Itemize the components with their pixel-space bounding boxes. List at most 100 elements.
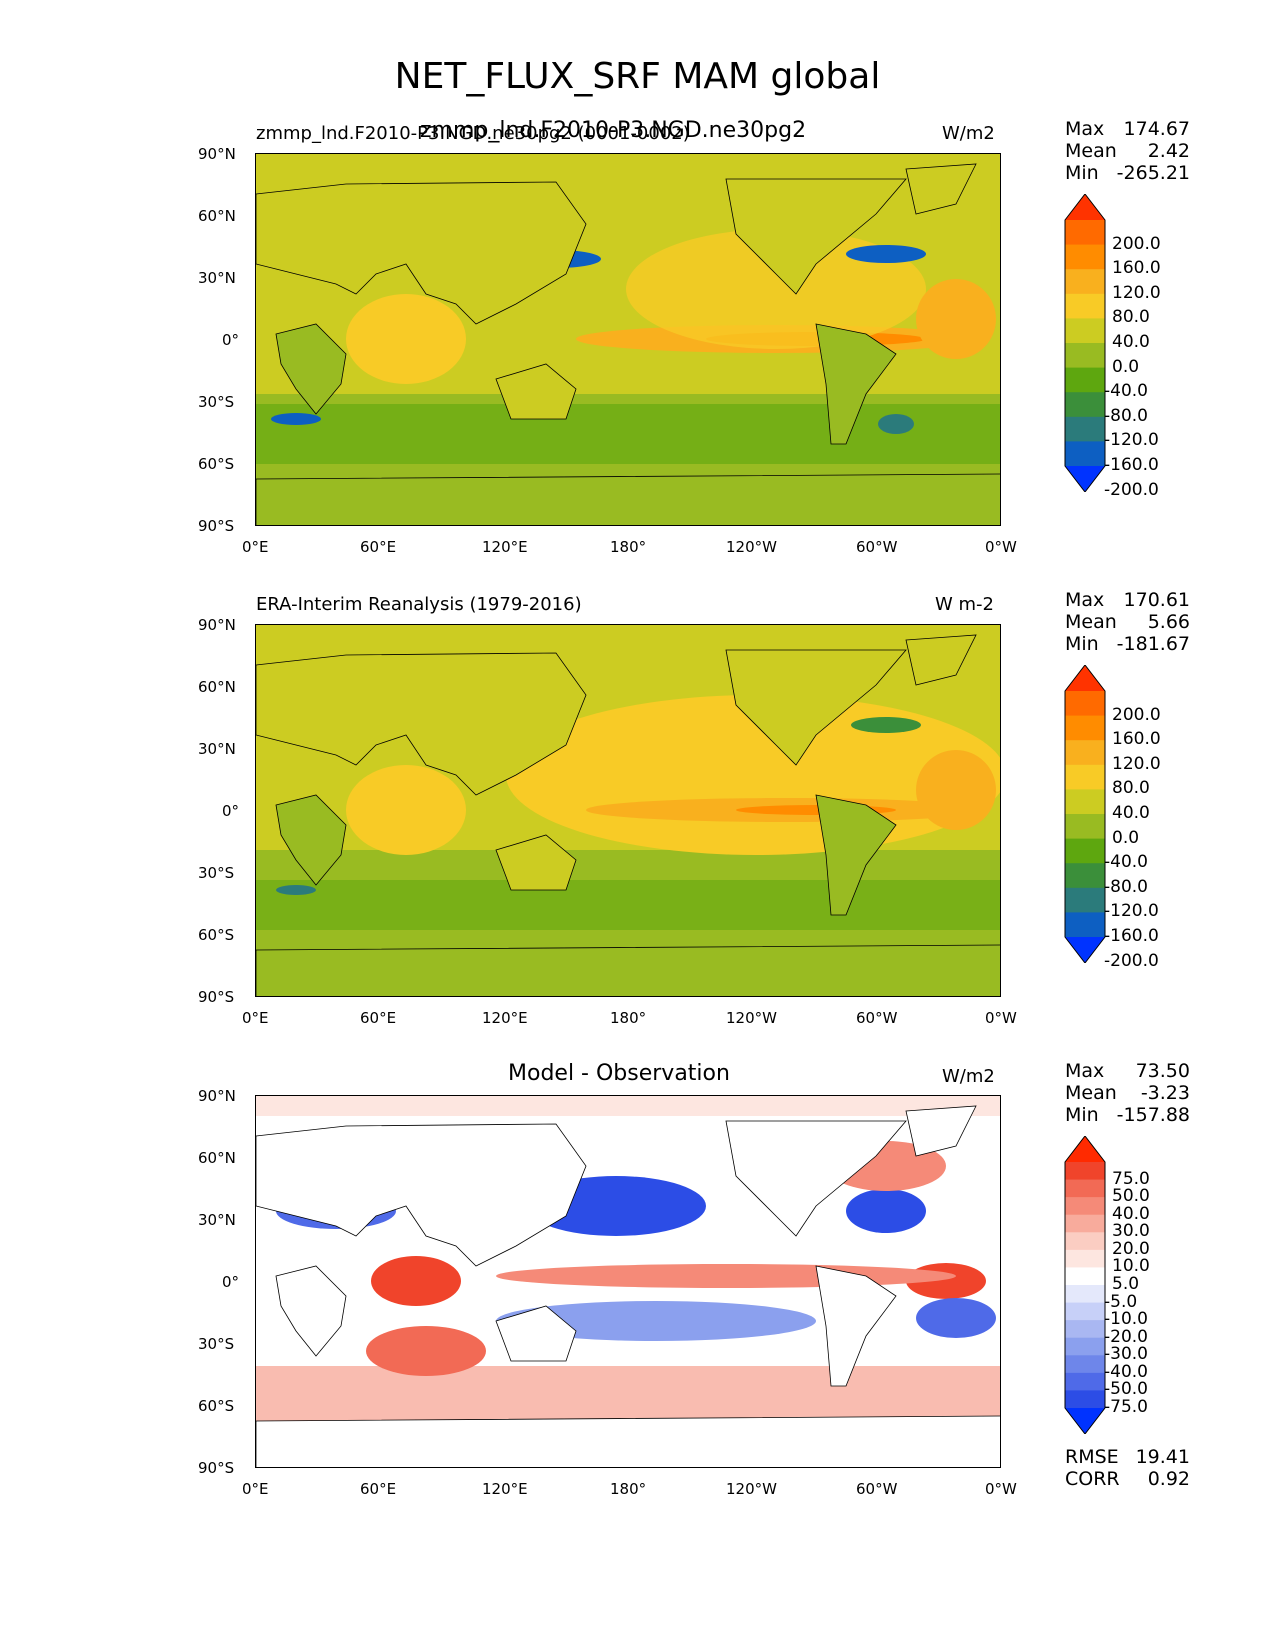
- stat-label: Max: [1065, 589, 1105, 611]
- lon-tick: 180°: [610, 538, 647, 556]
- colorbar-tick-label: 40.0: [1112, 1203, 1150, 1224]
- colorbar-tick-label: 80.0: [1112, 307, 1150, 328]
- lon-tick: 60°W: [856, 1480, 898, 1498]
- colorbar-tick-label: -30.0: [1104, 1344, 1148, 1365]
- colorbar-bin: [1065, 1197, 1105, 1216]
- panel1-left-title: zmmp_lnd.F2010-P3.NGD.ne30pg2 (0001-0002…: [256, 123, 690, 144]
- lon-tick: 0°W: [985, 538, 1017, 556]
- colorbar-tick-label: -5.0: [1104, 1291, 1138, 1312]
- panel2-colorbar: [1062, 665, 1108, 963]
- lon-tick: 0°E: [242, 1480, 269, 1498]
- stat-label: Max: [1065, 118, 1105, 140]
- colorbar-bin: [1065, 1355, 1105, 1374]
- stat-label: Mean: [1065, 1082, 1117, 1104]
- lon-tick: 120°E: [482, 538, 528, 556]
- colorbar-outline: [1064, 1136, 1106, 1434]
- colorbar-tick-label: 200.0: [1112, 704, 1161, 725]
- colorbar-bin: [1065, 887, 1105, 913]
- lon-tick: 0°E: [242, 1009, 269, 1027]
- lon-tick: 180°: [610, 1480, 647, 1498]
- panel3-error-stats: RMSE 19.41 CORR 0.92: [1065, 1446, 1190, 1490]
- colorbar-tick-label: 80.0: [1112, 778, 1150, 799]
- stat-label: RMSE: [1065, 1446, 1119, 1468]
- lon-tick: 120°W: [726, 1480, 777, 1498]
- colorbar-tick-label: 120.0: [1112, 753, 1161, 774]
- colorbar-bin: [1065, 1179, 1105, 1198]
- colorbar-bin: [1065, 740, 1105, 766]
- stat-label: CORR: [1065, 1468, 1120, 1490]
- colorbar-bin: [1065, 367, 1105, 393]
- colorbar-tick-label: 0.0: [1112, 356, 1140, 377]
- lon-tick: 120°W: [726, 538, 777, 556]
- colorbar-bin: [1065, 814, 1105, 840]
- colorbar-tick-label: 120.0: [1112, 282, 1161, 303]
- lat-tick: 30°N: [198, 1211, 236, 1229]
- panel1-units: W/m2: [942, 123, 995, 144]
- colorbar-tick-label: -200.0: [1104, 950, 1159, 971]
- stat-value: 170.61: [1123, 589, 1190, 611]
- panel1-map: [255, 153, 1001, 526]
- colorbar-bin: [1065, 441, 1105, 467]
- colorbar-outline: [1064, 665, 1106, 963]
- colorbar-bin: [1065, 293, 1105, 319]
- colorbar-tick-label: -40.0: [1104, 381, 1148, 402]
- colorbar-bin: [1065, 244, 1105, 270]
- stat-label: Max: [1065, 1060, 1105, 1082]
- panel2-units: W m-2: [935, 594, 995, 615]
- panel3-units: W/m2: [942, 1066, 995, 1087]
- panel1-stats: Max 174.67 Mean 2.42 Min -265.21: [1065, 118, 1190, 184]
- colorbar-bin: [1065, 1249, 1105, 1268]
- stat-value: -181.67: [1116, 633, 1190, 655]
- lat-tick: 90°S: [198, 1459, 235, 1477]
- panel1-center-title: zmmp_lnd.F2010-P3.NGD.ne30pg2: [420, 118, 807, 143]
- colorbar-extend-top: [1065, 194, 1105, 220]
- colorbar-outline: [1064, 194, 1106, 492]
- stat-value: 19.41: [1135, 1446, 1190, 1468]
- colorbar-tick-label: -40.0: [1104, 852, 1148, 873]
- stat-value: -265.21: [1116, 162, 1190, 184]
- lat-tick: 60°N: [198, 207, 236, 225]
- lon-tick: 180°: [610, 1009, 647, 1027]
- lon-tick: 60°W: [856, 538, 898, 556]
- colorbar-bin: [1065, 789, 1105, 815]
- lon-tick: 60°E: [360, 1480, 397, 1498]
- colorbar-bin: [1065, 269, 1105, 295]
- colorbar-tick-label: 75.0: [1112, 1168, 1150, 1189]
- stat-label: Mean: [1065, 140, 1117, 162]
- panel3-stats: Max 73.50 Mean -3.23 Min -157.88: [1065, 1060, 1190, 1126]
- colorbar-tick-label: -40.0: [1104, 1361, 1148, 1382]
- colorbar-bin: [1065, 1214, 1105, 1233]
- stat-label: Min: [1065, 1104, 1099, 1126]
- colorbar-tick-label: -75.0: [1104, 1397, 1148, 1417]
- colorbar-bin: [1065, 1267, 1105, 1286]
- stat-label: Min: [1065, 162, 1099, 184]
- panel1-colorbar: [1062, 194, 1108, 492]
- colorbar-tick-label: 200.0: [1112, 233, 1161, 254]
- colorbar-tick-label: 10.0: [1112, 1256, 1150, 1277]
- panel1-colorbar-labels: 200.0 160.0 120.0 80.0 40.0 0.0 -40.0 -80.0 -120…: [1104, 194, 1232, 500]
- lon-tick: 60°W: [856, 1009, 898, 1027]
- colorbar-bin: [1065, 1162, 1105, 1181]
- colorbar-bin: [1065, 343, 1105, 369]
- panel3-colorbar: [1062, 1136, 1108, 1434]
- lat-tick: 0°: [222, 802, 240, 820]
- lat-tick: 0°: [222, 1273, 240, 1291]
- colorbar-tick-label: 160.0: [1112, 258, 1161, 279]
- figure-title: NET_FLUX_SRF MAM global: [394, 56, 881, 97]
- stat-value: 0.92: [1147, 1468, 1190, 1490]
- colorbar-bin: [1065, 220, 1105, 246]
- colorbar-bin: [1065, 1285, 1105, 1304]
- colorbar-bin: [1065, 764, 1105, 790]
- colorbar-bin: [1065, 715, 1105, 741]
- panel2-stats: Max 170.61 Mean 5.66 Min -181.67: [1065, 589, 1190, 655]
- stat-value: -157.88: [1116, 1104, 1190, 1126]
- colorbar-tick-label: -200.0: [1104, 479, 1159, 500]
- colorbar-bin: [1065, 691, 1105, 717]
- colorbar-bin: [1065, 838, 1105, 864]
- colorbar-tick-label: 50.0: [1112, 1186, 1150, 1207]
- colorbar-tick-label: -80.0: [1104, 876, 1148, 897]
- stat-label: Min: [1065, 633, 1099, 655]
- colorbar-tick-label: 30.0: [1112, 1221, 1150, 1242]
- panel3-colorbar-labels: 75.0 50.0 40.0 30.0 20.0 10.0 5.0 -5.0 -10.0 -20.…: [1104, 1136, 1232, 1434]
- lat-tick: 30°N: [198, 269, 236, 287]
